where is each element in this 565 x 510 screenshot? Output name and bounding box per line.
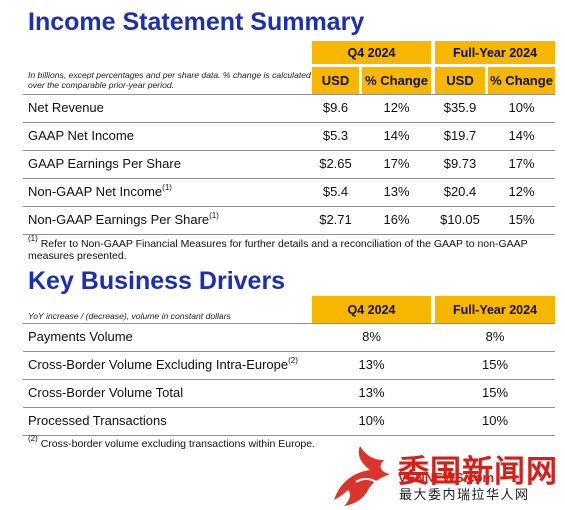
- q4-value-cell: 8%: [362, 329, 381, 344]
- income-statement-title: Income Statement Summary: [28, 8, 365, 36]
- drivers-q4-header: Q4 2024: [312, 296, 431, 323]
- q4-change-header: % Change: [362, 67, 431, 94]
- watermark-url: VENNEWS.com: [398, 470, 495, 485]
- row-label: Payments Volume: [28, 329, 133, 344]
- q4-change-cell: 13%: [383, 184, 410, 199]
- fy-change-cell: 15%: [508, 212, 535, 227]
- row-label: GAAP Net Income: [28, 128, 134, 143]
- fy-usd-cell: $9.73: [443, 156, 477, 171]
- fy-change-cell: 12%: [508, 184, 535, 199]
- fy-value-cell: 8%: [485, 329, 505, 344]
- drivers-footnote: (2) Cross-border volume excluding transa…: [28, 434, 316, 451]
- table-row: Processed Transactions 10% 10%: [23, 407, 555, 436]
- q4-usd-cell: $9.6: [322, 100, 349, 115]
- q4-value-cell: 13%: [358, 385, 385, 400]
- q4-change-cell: 12%: [383, 100, 410, 115]
- table-row: Net Revenue $9.6 12% $35.9 10%: [23, 94, 555, 123]
- q4-usd-cell: $2.65: [319, 156, 352, 171]
- q4-change-cell: 16%: [383, 212, 410, 227]
- q4-usd-header: USD: [312, 67, 359, 94]
- drivers-table-top-rule: [23, 323, 555, 324]
- row-label: Cross-Border Volume Excluding Intra-Euro…: [28, 356, 298, 373]
- q4-usd-cell: $5.3: [322, 128, 349, 143]
- drivers-units-note: YoY increase / (decrease), volume in con…: [28, 311, 231, 321]
- row-label: Non-GAAP Earnings Per Share(1): [28, 211, 219, 228]
- q4-change-cell: 17%: [383, 156, 410, 171]
- watermark-tagline: 最大委内瑞拉华人网: [399, 487, 530, 502]
- key-drivers-title: Key Business Drivers: [28, 267, 286, 295]
- fy-change-cell: 10%: [508, 100, 535, 115]
- fy-period-header: Full-Year 2024: [435, 41, 555, 64]
- fy-usd-cell: $19.7: [443, 128, 477, 143]
- fy-value-cell: 10%: [481, 413, 509, 428]
- q4-usd-cell: $5.4: [322, 184, 349, 199]
- fy-usd-header: USD: [435, 67, 485, 94]
- table-row: Non-GAAP Net Income(1) $5.4 13% $20.4 12…: [23, 178, 555, 207]
- table-row: GAAP Earnings Per Share $2.65 17% $9.73 …: [23, 150, 555, 179]
- q4-period-header: Q4 2024: [312, 41, 431, 64]
- fy-usd-cell: $10.05: [440, 212, 480, 227]
- fy-usd-cell: $35.9: [443, 100, 477, 115]
- income-units-note: In billions, except percentages and per …: [28, 70, 311, 90]
- row-label: Net Revenue: [28, 100, 104, 115]
- row-label: Processed Transactions: [28, 413, 167, 428]
- q4-change-cell: 14%: [383, 128, 410, 143]
- table-row: Cross-Border Volume Total 13% 15%: [23, 379, 555, 408]
- table-row: GAAP Net Income $5.3 14% $19.7 14%: [23, 122, 555, 151]
- fy-change-cell: 17%: [508, 156, 535, 171]
- watermark-site-name: 委国新闻网: [398, 454, 558, 489]
- fy-value-cell: 15%: [481, 385, 509, 400]
- table-row: Non-GAAP Earnings Per Share(1) $2.71 16%…: [23, 206, 555, 235]
- row-label: GAAP Earnings Per Share: [28, 156, 181, 171]
- row-label: Cross-Border Volume Total: [28, 385, 184, 400]
- table-row: Cross-Border Volume Excluding Intra-Euro…: [23, 351, 555, 380]
- fy-value-cell: 15%: [481, 357, 509, 372]
- income-table-top-rule: [23, 94, 555, 95]
- fy-change-cell: 14%: [508, 128, 535, 143]
- fy-usd-cell: $20.4: [443, 184, 477, 199]
- q4-value-cell: 13%: [358, 357, 385, 372]
- table-row: Payments Volume 8% 8%: [23, 323, 555, 352]
- q4-usd-cell: $2.71: [319, 212, 352, 227]
- fy-change-header: % Change: [488, 67, 555, 94]
- row-label: Non-GAAP Net Income(1): [28, 183, 172, 200]
- q4-value-cell: 10%: [358, 413, 385, 428]
- drivers-fy-header: Full-Year 2024: [435, 296, 555, 323]
- income-footnote: (1) Refer to Non-GAAP Financial Measures…: [28, 234, 528, 263]
- dragon-logo-icon: [334, 446, 390, 506]
